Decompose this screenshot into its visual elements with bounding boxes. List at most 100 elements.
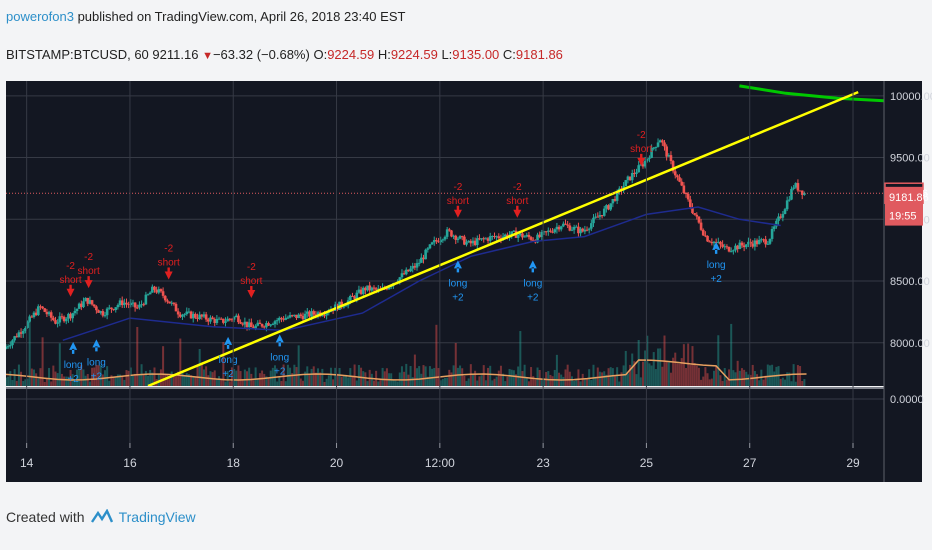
candle-body (676, 175, 679, 178)
volume-bar (256, 379, 259, 386)
volume-bar (743, 369, 746, 386)
x-tick-label: 14 (20, 456, 34, 470)
close-label: C: (502, 47, 516, 62)
open-label: O: (313, 47, 328, 62)
candle-body (542, 231, 546, 233)
candle-body (189, 311, 193, 319)
volume-bar (594, 376, 597, 386)
candle-body (785, 200, 789, 210)
volume-bar (314, 372, 317, 386)
volume-bar (762, 379, 765, 386)
volume-bar (697, 367, 700, 386)
candle-body (422, 257, 425, 260)
volume-bar (159, 369, 162, 386)
candle-body (454, 235, 458, 240)
volume-bar (480, 375, 483, 386)
candle-body (744, 244, 748, 248)
candle-body (286, 317, 290, 319)
candle-body (574, 226, 578, 228)
volume-bar (65, 376, 68, 386)
candle-body (13, 336, 16, 341)
candle-body (80, 303, 83, 308)
candle-body (11, 340, 14, 346)
candle-body (153, 286, 156, 290)
candle-body (250, 322, 253, 328)
candle-body (445, 229, 449, 237)
x-tick-label: 20 (330, 456, 344, 470)
volume-bar (332, 379, 335, 386)
volume-bar (93, 367, 96, 386)
candle-body (768, 238, 772, 244)
volume-bar (138, 375, 141, 386)
candle-body (86, 297, 90, 304)
candle-body (615, 190, 619, 201)
volume-bar (411, 377, 414, 386)
candle-body (368, 285, 371, 291)
volume-bar (439, 380, 442, 386)
volume-ma-line (6, 359, 807, 381)
volume-bar (205, 366, 208, 386)
candle-body (734, 245, 737, 251)
volume-bar (794, 381, 797, 386)
volume-bar (459, 365, 462, 386)
volume-bar (732, 370, 735, 386)
candle-body (611, 198, 615, 204)
up-arrow-icon (528, 260, 537, 273)
volume-bar (547, 371, 550, 386)
volume-bar (573, 380, 576, 386)
candle-body (45, 311, 49, 315)
candle-body (592, 217, 595, 224)
candle-body (531, 239, 535, 241)
candle-body (596, 216, 600, 218)
candle-body (587, 228, 591, 230)
volume-bar (329, 367, 332, 386)
buy-signal-value: +2 (274, 366, 286, 377)
x-tick-label: 18 (227, 456, 241, 470)
volume-bar (626, 373, 629, 386)
candle-body (314, 314, 318, 316)
candle-body (82, 301, 85, 308)
volume-bar (740, 368, 743, 386)
candles-layer (6, 138, 806, 350)
candle-body (234, 315, 238, 318)
candle-body (213, 319, 217, 324)
volume-bar (405, 363, 408, 386)
volume-bar (487, 367, 490, 386)
candle-body (120, 300, 124, 306)
created-with-label: Created with (6, 509, 85, 525)
volume-bar (112, 377, 115, 386)
volume-bar (168, 377, 171, 386)
candle-body (374, 288, 378, 290)
candle-body (355, 292, 359, 299)
volume-bar (577, 369, 580, 386)
tradingview-brand[interactable]: TradingView (118, 509, 196, 525)
candle-body (600, 215, 604, 217)
volume-bar (738, 370, 741, 386)
candle-body (288, 315, 292, 318)
candle-body (133, 302, 137, 308)
candle-body (495, 236, 498, 238)
volume-bar (521, 371, 524, 386)
candle-body (426, 248, 430, 250)
candle-body (52, 317, 55, 321)
candle-body (39, 306, 42, 308)
price-tag (885, 205, 923, 226)
volume-bar (198, 348, 201, 386)
candle-body (125, 302, 128, 304)
candle-body (26, 321, 29, 328)
candle-body (172, 302, 176, 304)
volume-bar (342, 375, 345, 386)
candle-body (404, 269, 408, 275)
volume-bar (564, 369, 567, 386)
candle-body (665, 146, 668, 157)
candle-body (194, 313, 197, 318)
candle-body (131, 302, 135, 304)
candle-body (206, 319, 210, 322)
candle-body (697, 216, 701, 223)
volume-bar (295, 367, 298, 386)
volume-bar (463, 375, 466, 386)
author-link[interactable]: powerofon3 (6, 9, 74, 24)
sell-signal-value: -2 (453, 182, 462, 193)
volume-bar (614, 376, 617, 386)
